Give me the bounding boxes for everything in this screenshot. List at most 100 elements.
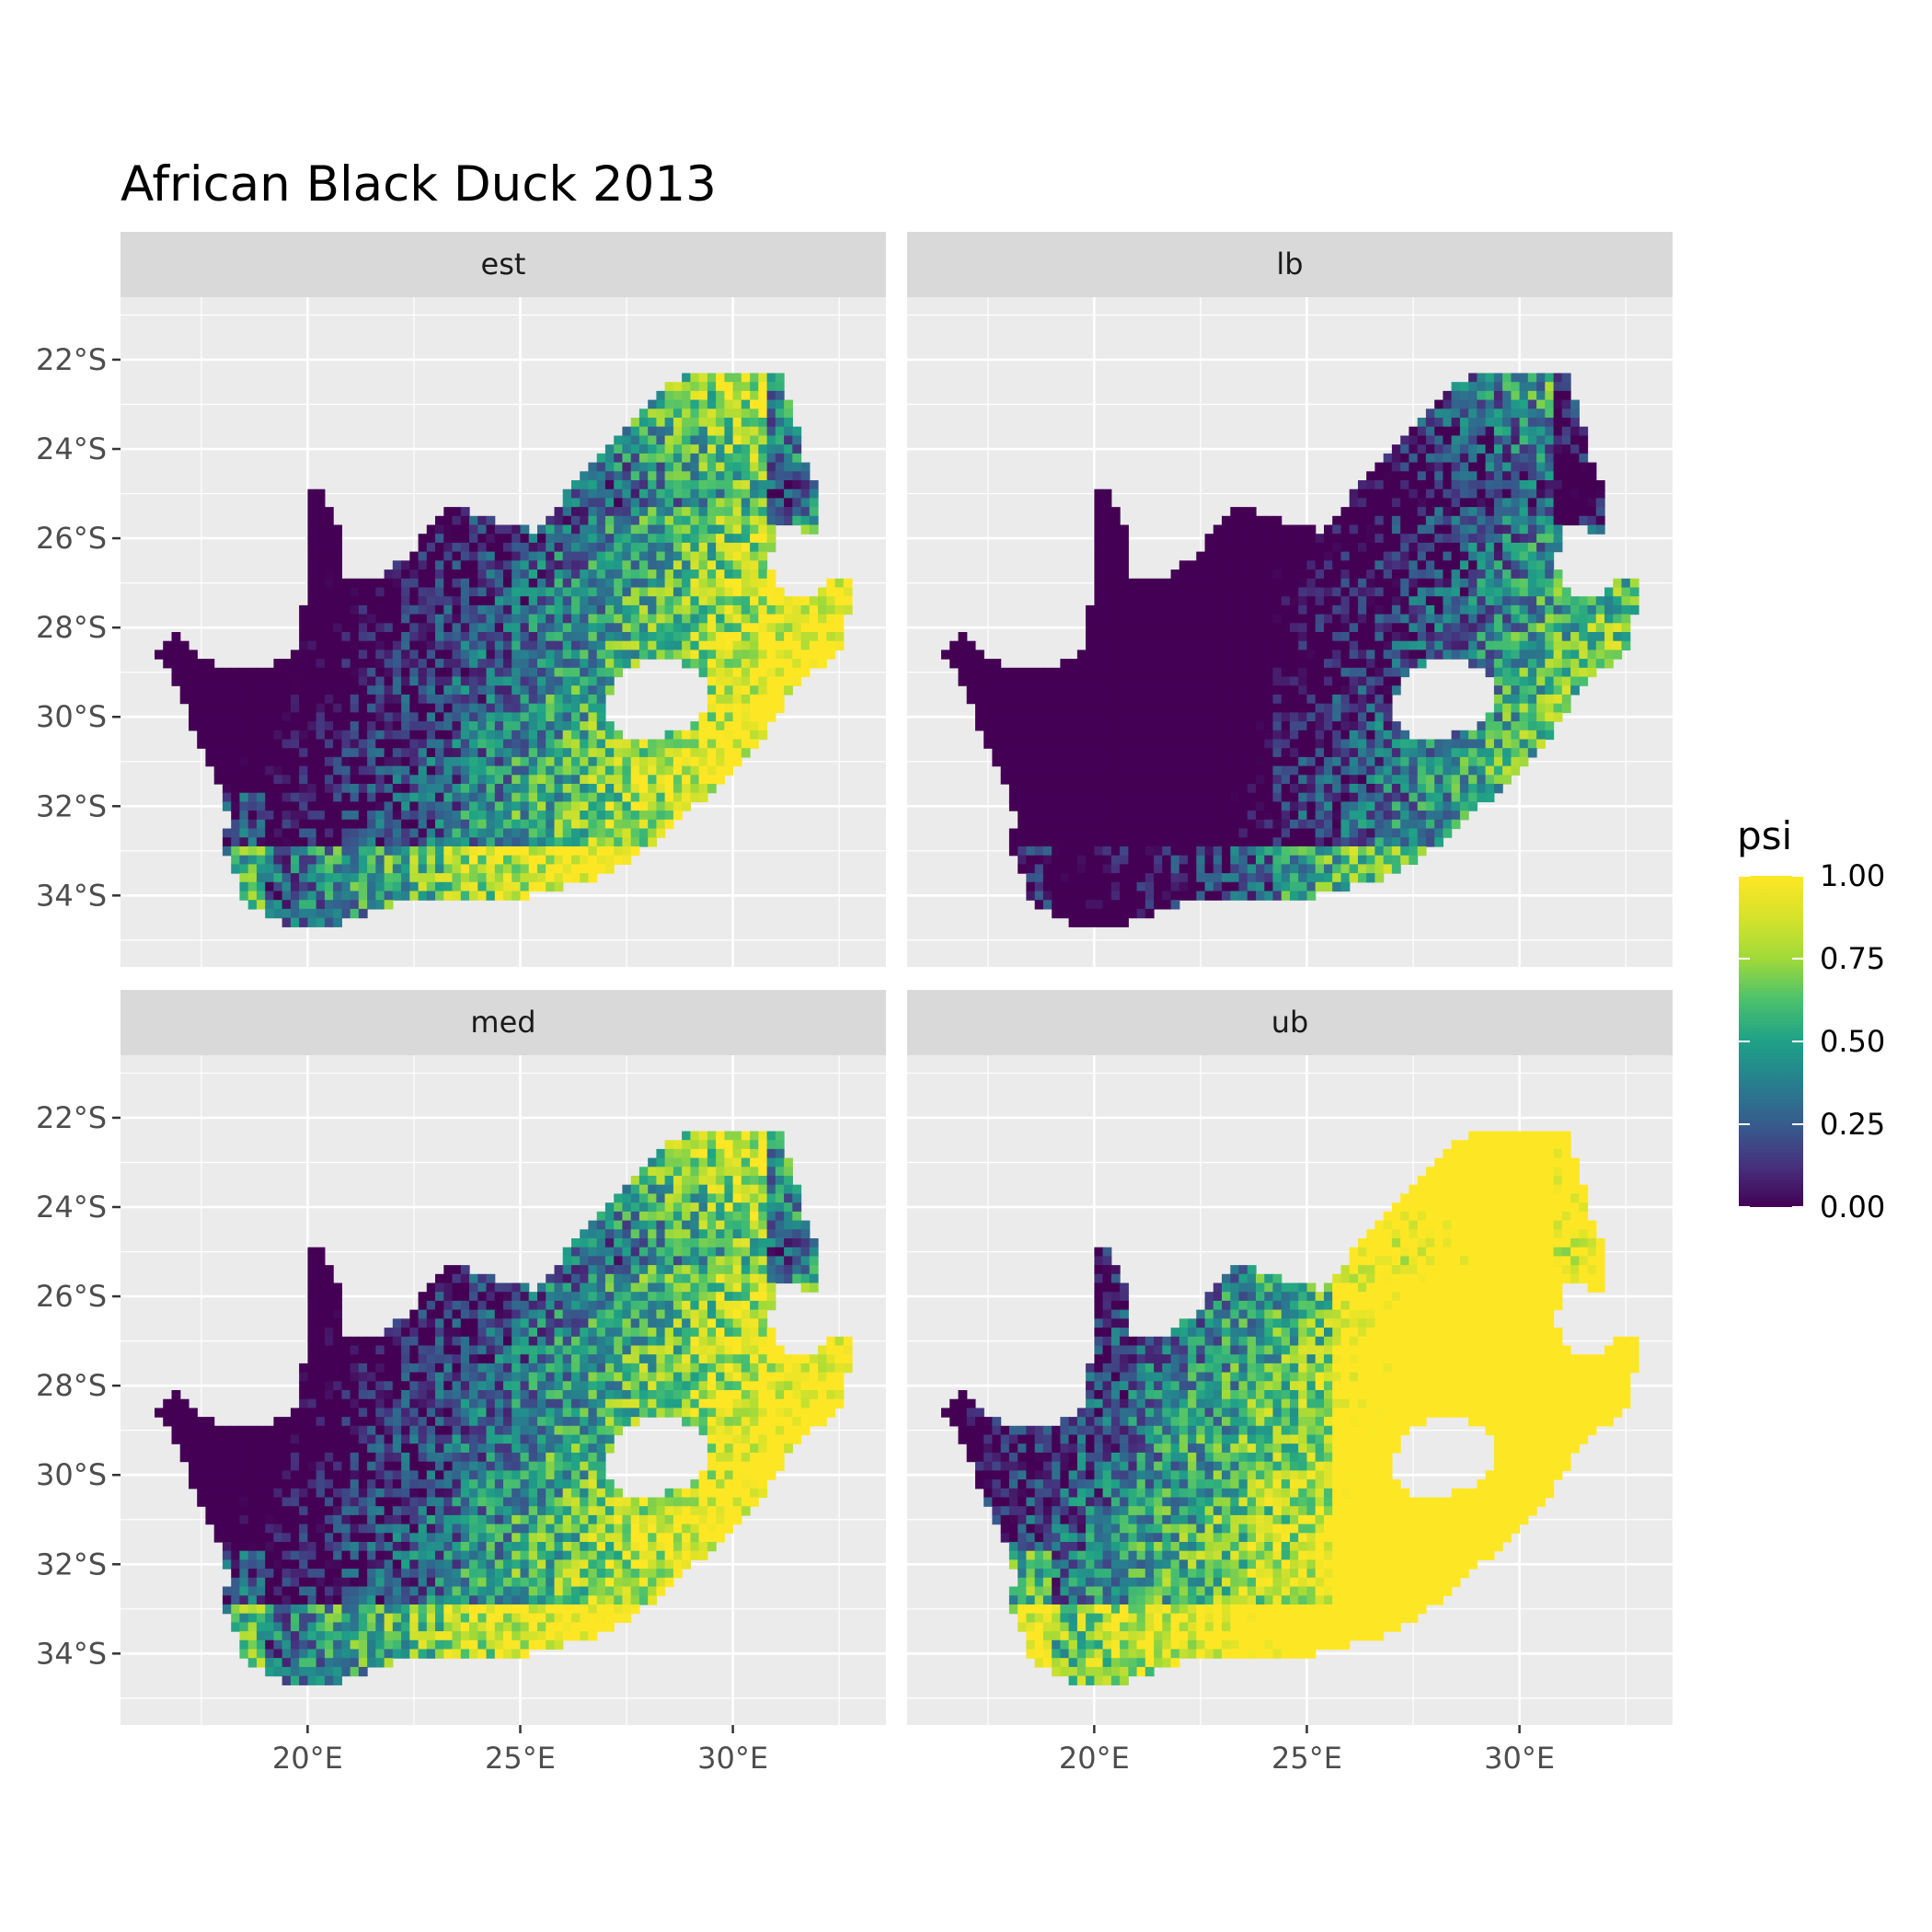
raster-cell xyxy=(741,390,751,401)
raster-cell xyxy=(648,784,658,794)
raster-cell xyxy=(562,676,572,686)
raster-cell xyxy=(1264,569,1274,580)
raster-cell xyxy=(1256,632,1265,642)
raster-cell xyxy=(1256,775,1265,785)
raster-cell xyxy=(333,775,342,785)
raster-cell xyxy=(546,614,556,624)
raster-cell xyxy=(546,721,556,731)
raster-cell xyxy=(1417,587,1427,597)
raster-cell xyxy=(1502,560,1512,570)
raster-cell xyxy=(1570,498,1580,508)
raster-cell xyxy=(732,587,742,597)
raster-cell xyxy=(231,846,241,857)
raster-cell xyxy=(664,623,674,633)
raster-cell xyxy=(1468,426,1478,437)
raster-cell xyxy=(435,623,444,633)
raster-cell xyxy=(316,712,326,722)
raster-cell xyxy=(562,659,572,669)
raster-cell xyxy=(1485,587,1495,597)
raster-cell xyxy=(375,614,385,624)
raster-cell xyxy=(1068,775,1078,785)
raster-cell xyxy=(367,855,376,866)
raster-cell xyxy=(724,614,734,624)
raster-cell xyxy=(222,667,232,678)
raster-cell xyxy=(732,480,742,490)
raster-cell xyxy=(614,524,624,535)
raster-cell xyxy=(1306,712,1317,722)
raster-cell xyxy=(426,748,436,758)
raster-cell xyxy=(1256,614,1265,624)
raster-cell xyxy=(1502,507,1512,517)
raster-cell xyxy=(1110,685,1121,696)
raster-cell xyxy=(1256,739,1265,749)
raster-cell xyxy=(1102,748,1112,758)
raster-cell xyxy=(638,819,649,830)
raster-cell xyxy=(307,578,317,589)
raster-cell xyxy=(401,560,410,570)
raster-cell xyxy=(648,775,658,785)
raster-cell xyxy=(1332,748,1342,758)
raster-cell xyxy=(1120,650,1129,660)
raster-cell xyxy=(1264,515,1274,526)
raster-cell xyxy=(1434,480,1444,490)
raster-cell xyxy=(732,435,742,445)
raster-cell xyxy=(1443,587,1453,597)
raster-cell xyxy=(682,382,691,392)
raster-cell xyxy=(528,623,538,633)
raster-cell xyxy=(299,640,308,651)
raster-cell xyxy=(247,667,258,678)
raster-cell xyxy=(1196,614,1206,624)
raster-cell xyxy=(1604,659,1614,669)
raster-cell xyxy=(418,578,428,589)
raster-cell xyxy=(299,650,308,660)
raster-cell xyxy=(1595,507,1605,517)
raster-cell xyxy=(375,881,385,892)
raster-cell xyxy=(1102,623,1112,633)
raster-cell xyxy=(197,694,207,705)
raster-cell xyxy=(443,828,454,838)
raster-cell xyxy=(648,828,658,838)
raster-cell xyxy=(630,498,640,508)
raster-cell xyxy=(324,721,334,731)
raster-cell xyxy=(664,578,674,589)
raster-cell xyxy=(477,650,488,660)
raster-cell xyxy=(375,604,385,615)
raster-cell xyxy=(690,507,700,517)
raster-cell xyxy=(784,426,793,437)
raster-cell xyxy=(1068,703,1078,714)
raster-cell xyxy=(384,748,394,758)
raster-cell xyxy=(1358,659,1367,669)
raster-cell xyxy=(571,703,581,714)
raster-cell xyxy=(1468,765,1478,776)
raster-cell xyxy=(401,784,410,794)
raster-cell xyxy=(1290,560,1299,570)
raster-cell xyxy=(384,596,394,606)
raster-cell xyxy=(537,873,546,883)
raster-cell xyxy=(1604,604,1614,615)
raster-cell xyxy=(1519,444,1529,454)
raster-cell xyxy=(1154,730,1163,741)
raster-cell xyxy=(554,560,564,570)
raster-cell xyxy=(452,712,462,722)
raster-cell xyxy=(698,462,708,472)
raster-cell xyxy=(350,721,360,731)
raster-cell xyxy=(554,739,564,749)
raster-cell xyxy=(766,542,776,553)
raster-cell xyxy=(1340,587,1351,597)
raster-cell xyxy=(741,507,751,517)
raster-cell xyxy=(604,480,615,490)
raster-cell xyxy=(1110,604,1121,615)
raster-cell xyxy=(843,578,853,589)
raster-cell xyxy=(256,784,266,794)
raster-cell xyxy=(1298,614,1308,624)
raster-cell xyxy=(724,471,734,481)
raster-cell xyxy=(1443,515,1453,526)
raster-cell xyxy=(358,721,368,731)
raster-cell xyxy=(341,685,351,696)
raster-cell xyxy=(299,739,308,749)
raster-cell xyxy=(528,694,538,705)
raster-cell xyxy=(1290,524,1299,535)
raster-cell xyxy=(1256,650,1265,660)
raster-cell xyxy=(716,685,725,696)
raster-cell xyxy=(222,703,232,714)
